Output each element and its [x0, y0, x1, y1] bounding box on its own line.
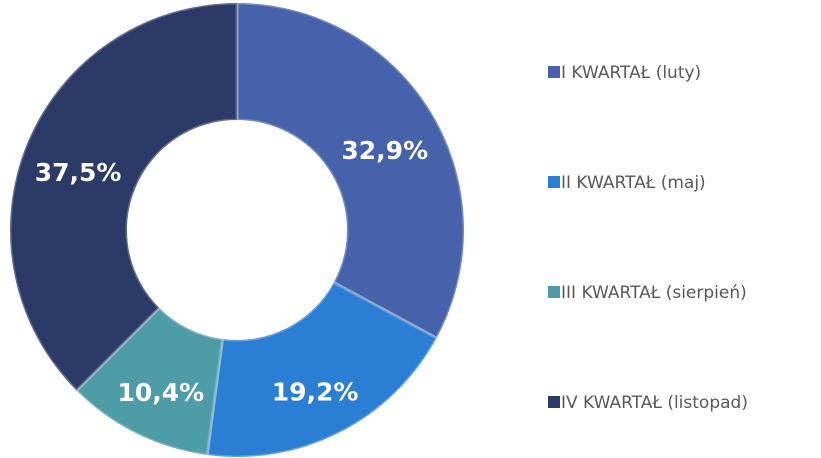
legend-label: IV KWARTAŁ (listopad): [561, 393, 748, 413]
data-label: 10,4%: [117, 378, 204, 407]
legend-swatch: [548, 176, 560, 188]
donut-slice: [8, 1, 239, 393]
legend-swatch: [548, 286, 560, 298]
legend-swatch: [548, 66, 560, 78]
donut-slice: [235, 1, 466, 341]
donut-slice: [205, 280, 439, 458]
donut-slice: [74, 305, 225, 457]
legend-label: I KWARTAŁ (luty): [561, 63, 701, 83]
data-label: 32,9%: [341, 136, 428, 165]
legend-label: III KWARTAŁ (sierpień): [561, 283, 747, 303]
data-label: 37,5%: [35, 158, 122, 187]
data-label: 19,2%: [272, 377, 359, 406]
legend-swatch: [548, 396, 560, 408]
legend-label: II KWARTAŁ (maj): [561, 173, 706, 193]
